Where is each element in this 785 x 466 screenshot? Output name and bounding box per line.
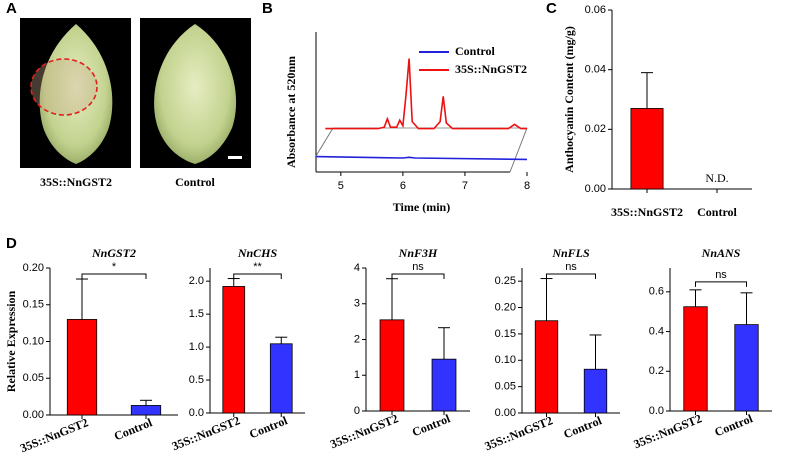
y-tick-label: 0.00 [23, 409, 44, 421]
bar [734, 324, 759, 412]
y-tick-label: 0.0 [649, 405, 664, 417]
bar [431, 358, 457, 412]
panel-label: A [6, 0, 17, 17]
bar [583, 368, 608, 414]
y-tick-label: 0.15 [495, 328, 516, 340]
y-tick-label: 2.0 [189, 275, 204, 287]
x-tick-label: Control [410, 411, 453, 439]
y-tick-label: 0.00 [495, 407, 516, 419]
y-tick-label: 0.15 [23, 299, 44, 311]
x-tick-label: Control [247, 413, 290, 441]
significance-label: ** [253, 261, 262, 273]
x-tick-label: Control [112, 415, 155, 443]
y-tick-label: 0.10 [23, 335, 44, 347]
x-axis-label: Time (min) [393, 200, 450, 214]
significance-label: ns [565, 261, 577, 273]
y-tick-label: 0.6 [649, 286, 664, 298]
significance-bracket [391, 273, 445, 279]
y-tick-label: 2 [354, 333, 360, 345]
y-tick-label: 0.02 [585, 123, 606, 135]
y-tick-label: 1 [354, 369, 360, 381]
x-tick-label: 35S::NnGST2 [611, 205, 683, 219]
photo [140, 18, 251, 168]
y-tick-label: 0 [354, 405, 360, 417]
annotation: N.D. [705, 171, 728, 185]
y-tick-label: 0.06 [585, 4, 606, 16]
y-axis-label: Absorbance at 520nm [284, 56, 298, 168]
bar [269, 343, 293, 414]
y-tick-label: 0.05 [23, 372, 44, 384]
x-tick-label: 35S::NnGST2 [170, 413, 242, 453]
photo [20, 18, 131, 168]
y-tick-label: 0.10 [495, 354, 516, 366]
bar [222, 286, 246, 414]
chart-title: NnANS [701, 246, 741, 260]
chart-title: NnF3H [398, 246, 438, 260]
bar [66, 319, 98, 416]
chart-title: NnGST2 [91, 246, 136, 260]
x-tick-label: 35S::NnGST2 [632, 411, 704, 451]
y-tick-label: 1.5 [189, 308, 204, 320]
x-tick-label: 35S::NnGST2 [18, 415, 90, 455]
x-tick-label: 8 [524, 180, 530, 192]
bar [379, 319, 405, 412]
significance-label: ns [715, 269, 727, 281]
y-axis-label: Relative Expression [4, 290, 18, 392]
y-tick-label: 0.5 [189, 374, 204, 386]
photo-label: 35S::NnGST2 [40, 175, 112, 189]
chart-title: NnFLS [551, 246, 590, 260]
bar [630, 108, 664, 190]
significance-bracket [81, 273, 147, 279]
y-tick-label: 0.4 [649, 325, 664, 337]
frame [509, 127, 528, 173]
y-tick-label: 0.00 [585, 183, 606, 195]
y-tick-label: 4 [354, 262, 360, 274]
significance-bracket [233, 273, 282, 279]
line [325, 58, 527, 130]
y-tick-label: 0.20 [495, 301, 516, 313]
y-tick-label: 3 [354, 298, 360, 310]
y-tick-label: 0.05 [495, 381, 516, 393]
y-tick-label: 0.0 [189, 407, 204, 419]
legend-label: Control [455, 44, 495, 58]
y-tick-label: 0.2 [649, 365, 664, 377]
significance-bracket [546, 273, 596, 279]
significance-label: ns [412, 261, 424, 273]
bar [130, 405, 162, 416]
y-tick-label: 1.0 [189, 341, 204, 353]
x-tick-label: Control [697, 205, 737, 219]
x-tick-label: 6 [400, 180, 406, 192]
chart-title: NnCHS [237, 246, 278, 260]
x-tick-label: 35S::NnGST2 [483, 413, 555, 453]
significance-label: * [112, 261, 117, 273]
panel-label: C [546, 0, 557, 17]
x-tick-label: Control [562, 413, 605, 441]
y-tick-label: 0.20 [23, 262, 44, 274]
line [315, 155, 528, 161]
x-tick-label: 5 [338, 180, 344, 192]
frame [315, 127, 334, 157]
bar [534, 320, 559, 414]
significance-bracket [695, 281, 747, 287]
panel-label: D [6, 235, 17, 252]
legend-label: 35S::NnGST2 [455, 62, 527, 76]
x-tick-label: Control [713, 411, 756, 439]
photo-label: Control [175, 175, 215, 189]
y-tick-label: 0.04 [585, 64, 606, 76]
x-tick-label: 35S::NnGST2 [328, 411, 400, 451]
bar [683, 306, 708, 412]
y-axis-label: Anthocyanin Content (mg/g) [562, 26, 576, 173]
x-tick-label: 7 [462, 180, 468, 192]
panel-label: B [262, 0, 273, 17]
y-tick-label: 0.25 [495, 275, 516, 287]
